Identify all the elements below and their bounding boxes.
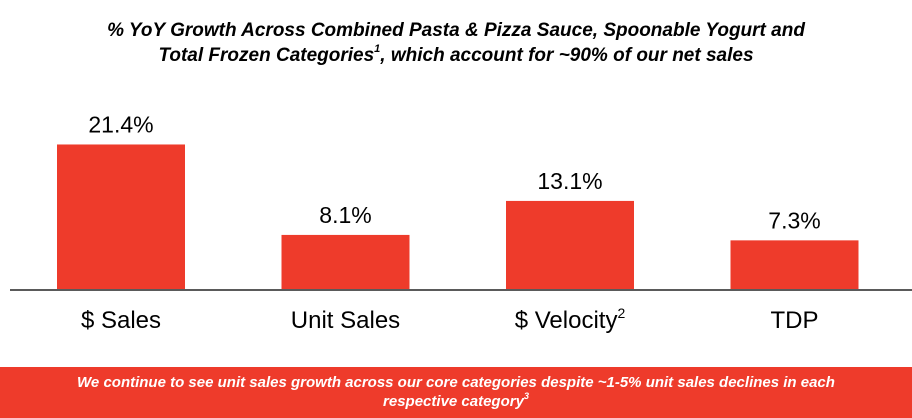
data-label-1: 21.4% <box>88 111 153 137</box>
data-label-2: 8.1% <box>319 202 371 228</box>
banner-line-2: respective category3 <box>0 392 912 411</box>
bar-chart: 21.4% $ Sales 8.1% Unit Sales 13.1% $ Velocit… <box>10 111 912 334</box>
footnote-marker-2: 2 <box>617 305 625 321</box>
bar-2 <box>281 234 410 290</box>
chart-title: % YoY Growth Across Combined Pasta & Piz… <box>0 18 912 68</box>
x-tick-label-4: TDP <box>771 307 819 334</box>
footnote-marker-3: 3 <box>523 391 529 401</box>
chart-title-line-2-rest: , which account for ~90% of our net sale… <box>380 45 754 66</box>
x-tick-label-2: Unit Sales <box>291 307 400 334</box>
x-tick-label-1: $ Sales <box>81 307 161 334</box>
banner-line-1: We continue to see unit sales growth acr… <box>77 374 835 391</box>
footnote-marker-1: 1 <box>374 42 381 55</box>
data-label-3: 13.1% <box>537 168 602 194</box>
takeaway-banner: We continue to see unit sales growth acr… <box>0 367 912 418</box>
bar-3 <box>506 200 634 290</box>
x-tick-label-3: $ Velocity2 <box>515 305 626 334</box>
data-label-4: 7.3% <box>768 207 820 233</box>
chart-title-line-1: % YoY Growth Across Combined Pasta & Piz… <box>107 20 805 41</box>
bar-1 <box>57 144 185 290</box>
banner-line-2-text: respective category <box>383 393 524 410</box>
bar-4 <box>730 240 859 290</box>
chart-title-line-2-text: Total Frozen Categories <box>158 45 375 66</box>
chart-title-line-2: Total Frozen Categories1, which account … <box>0 43 912 68</box>
